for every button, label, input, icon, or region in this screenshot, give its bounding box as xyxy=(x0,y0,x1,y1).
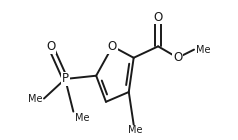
Text: O: O xyxy=(154,10,163,24)
Text: O: O xyxy=(46,40,55,53)
Text: Me: Me xyxy=(128,125,143,135)
Text: Me: Me xyxy=(75,113,89,123)
Text: P: P xyxy=(62,73,69,85)
Text: Me: Me xyxy=(28,94,42,104)
Text: O: O xyxy=(108,40,117,53)
Text: O: O xyxy=(173,51,182,64)
Text: Me: Me xyxy=(196,45,210,55)
